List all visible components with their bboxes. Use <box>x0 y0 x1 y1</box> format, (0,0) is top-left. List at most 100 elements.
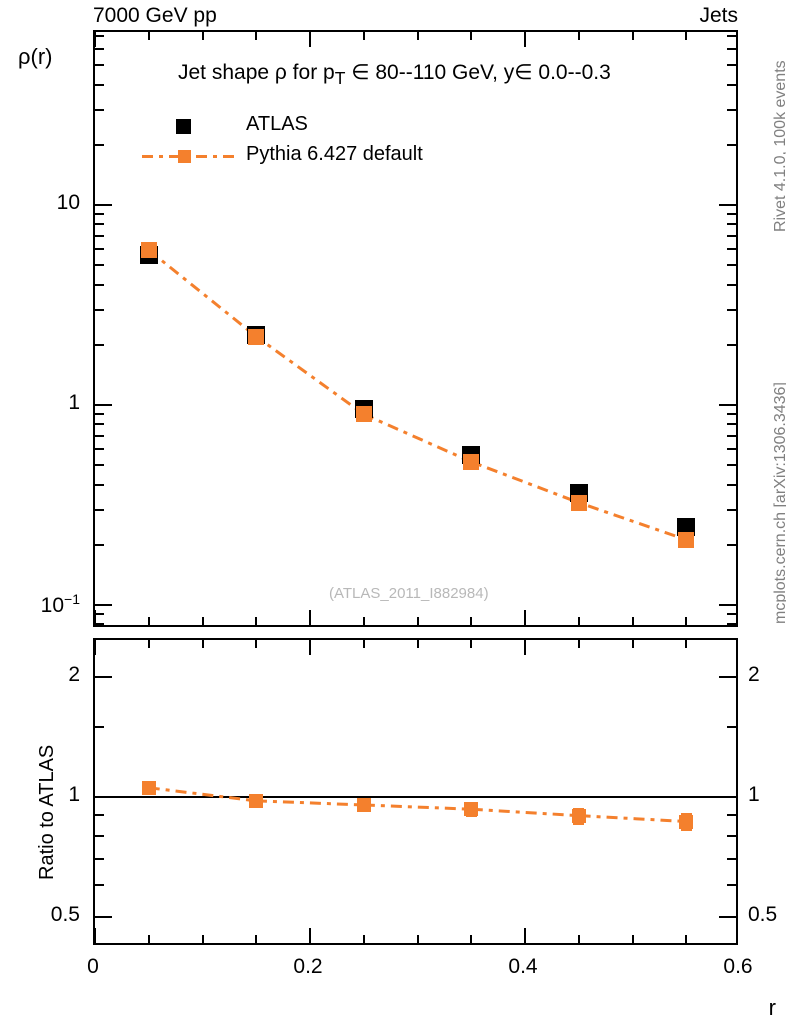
title-subscript: T <box>334 68 346 89</box>
ratio-data-point <box>464 802 479 817</box>
legend-label-pythia: Pythia 6.427 default <box>246 143 423 165</box>
axis-tick <box>95 916 112 918</box>
axis-tick <box>255 935 258 943</box>
axis-tick <box>95 613 104 616</box>
data-point-pythia <box>355 406 372 423</box>
data-point-pythia <box>140 242 157 259</box>
title-part-2: ∈ 80--110 GeV, y∈ 0.0--0.3 <box>345 61 611 84</box>
axis-tick <box>727 343 736 346</box>
ratio-ytick-label-0.5-right: 0.5 <box>748 903 778 926</box>
ratio-data-point <box>679 814 694 829</box>
axis-tick <box>201 32 204 40</box>
axis-tick <box>524 32 526 47</box>
legend-key-atlas <box>140 110 236 140</box>
axis-tick <box>201 935 204 943</box>
axis-tick <box>577 32 580 40</box>
axis-tick <box>727 884 736 887</box>
header-beam-label: 7000 GeV pp <box>93 4 217 27</box>
axis-tick <box>95 676 112 678</box>
axis-tick <box>719 676 736 678</box>
axis-tick <box>727 857 736 860</box>
axis-tick <box>95 48 104 51</box>
data-point-pythia <box>248 328 265 345</box>
axis-tick <box>309 640 311 655</box>
square-marker-icon <box>178 150 191 163</box>
rivet-version-note: Rivet 4.1.0, 100k events <box>772 60 786 232</box>
axis-tick <box>524 640 526 655</box>
axis-tick <box>95 32 96 47</box>
axis-tick <box>95 604 112 606</box>
title-part-1: Jet shape ρ for p <box>178 61 335 84</box>
axis-tick <box>727 543 736 546</box>
data-point-atlas <box>677 518 696 537</box>
header-category-label: Jets <box>699 4 738 27</box>
axis-tick <box>631 32 634 40</box>
axis-tick <box>727 34 736 37</box>
axis-tick <box>362 640 365 648</box>
main-plot-title: Jet shape ρ for pT ∈ 80--110 GeV, y∈ 0.0… <box>178 60 611 89</box>
axis-tick <box>416 935 419 943</box>
axis-tick <box>416 640 419 648</box>
mantissa: 10 <box>40 594 65 617</box>
axis-tick <box>719 916 736 918</box>
axis-tick <box>727 483 736 486</box>
axis-tick <box>309 928 311 943</box>
axis-tick <box>524 610 526 625</box>
legend-label-atlas: ATLAS <box>246 113 308 135</box>
axis-tick <box>147 617 150 625</box>
axis-tick <box>95 223 104 226</box>
axis-tick <box>95 928 96 943</box>
main-y-axis-label: ρ(r) <box>18 44 53 69</box>
ratio-data-point <box>356 797 371 812</box>
axis-tick <box>727 413 736 416</box>
axis-tick <box>685 32 688 40</box>
ratio-data-point <box>571 808 586 823</box>
axis-tick <box>727 464 736 467</box>
ratio-plot-panel <box>93 638 738 945</box>
axis-tick <box>470 32 473 40</box>
axis-tick <box>95 623 104 625</box>
data-point-pythia <box>678 531 695 548</box>
axis-tick <box>95 108 104 111</box>
axis-tick <box>95 34 104 37</box>
axis-tick <box>727 248 736 251</box>
xtick-label-0: 0 <box>87 955 99 978</box>
axis-tick <box>577 640 580 648</box>
pythia-dashdot-line <box>147 248 687 542</box>
axis-tick <box>255 32 258 40</box>
analysis-watermark: (ATLAS_2011_I882984) <box>329 585 489 602</box>
axis-tick <box>727 613 736 616</box>
axis-tick <box>362 617 365 625</box>
axis-tick <box>95 404 112 406</box>
axis-tick <box>727 283 736 286</box>
axis-tick <box>727 64 736 67</box>
axis-tick <box>95 264 104 267</box>
axis-tick <box>95 434 104 437</box>
square-marker-icon <box>176 119 191 134</box>
axis-tick <box>95 204 112 206</box>
axis-tick <box>631 640 634 648</box>
axis-tick <box>727 213 736 216</box>
axis-tick <box>201 617 204 625</box>
xtick-label-0.6: 0.6 <box>723 955 753 978</box>
axis-tick <box>95 857 104 860</box>
axis-tick <box>95 464 104 467</box>
axis-tick <box>95 814 104 817</box>
axis-tick <box>95 448 104 451</box>
axis-tick <box>719 604 736 606</box>
axis-tick <box>95 725 104 728</box>
axis-tick <box>577 617 580 625</box>
axis-tick <box>631 935 634 943</box>
axis-tick <box>309 32 311 47</box>
ratio-error-cap <box>680 828 692 832</box>
exponent: −1 <box>64 591 80 607</box>
axis-tick <box>95 508 104 511</box>
main-ytick-label-10: 10 <box>56 191 80 214</box>
axis-tick <box>95 248 104 251</box>
axis-tick <box>95 213 104 216</box>
axis-tick <box>631 617 634 625</box>
axis-tick <box>727 143 736 146</box>
axis-tick <box>727 223 736 226</box>
axis-tick <box>95 884 104 887</box>
